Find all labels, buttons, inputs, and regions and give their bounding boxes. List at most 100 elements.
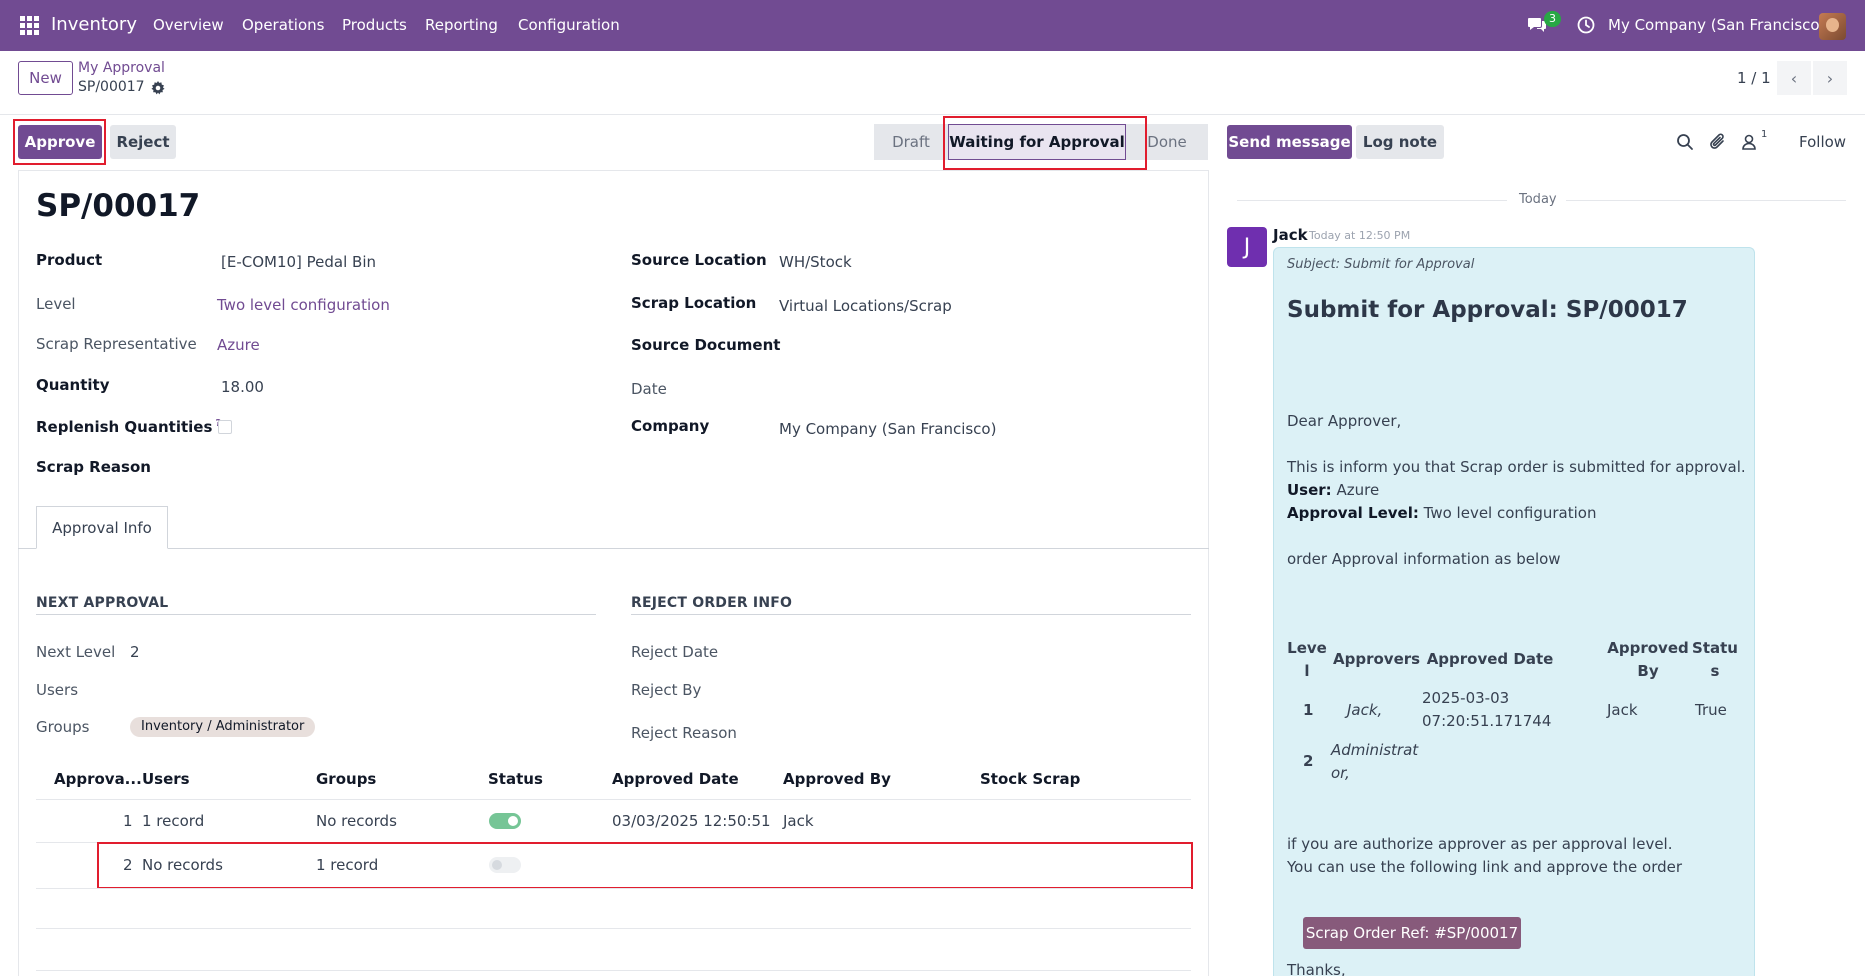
replenish-quantities-checkbox[interactable]	[218, 420, 232, 434]
menu-operations[interactable]: Operations	[242, 16, 324, 34]
source-document-label: Source Document	[631, 336, 780, 354]
row-2-level[interactable]: 2	[123, 856, 133, 874]
app-name[interactable]: Inventory	[51, 14, 137, 35]
column-approved-date[interactable]: Approved Date	[612, 770, 739, 788]
gear-icon[interactable]	[151, 81, 165, 95]
message-level-label: Approval Level:	[1287, 504, 1419, 522]
message-greeting: Dear Approver,	[1287, 412, 1401, 430]
log-note-button[interactable]: Log note	[1356, 125, 1444, 159]
menu-configuration[interactable]: Configuration	[518, 16, 620, 34]
scrap-representative-label: Scrap Representative	[36, 335, 197, 353]
table-row-divider	[36, 928, 1191, 929]
message-table-header-level: Leve l	[1286, 637, 1328, 683]
column-approval-level[interactable]: Approva...	[54, 770, 142, 788]
message-table-header-approved-date: Approved Date	[1420, 648, 1560, 671]
row-2-status-toggle[interactable]	[489, 857, 521, 873]
column-approved-by[interactable]: Approved By	[783, 770, 891, 788]
row-1-users[interactable]: 1 record	[142, 812, 204, 830]
menu-products[interactable]: Products	[342, 16, 407, 34]
row-1-status-toggle[interactable]	[489, 813, 521, 829]
message-row-1-approvers: Jack,	[1347, 699, 1382, 722]
replenish-quantities-label: Replenish Quantities?	[36, 418, 221, 436]
search-icon[interactable]	[1676, 133, 1694, 151]
next-approval-divider	[36, 614, 596, 615]
table-row-divider	[36, 888, 1191, 889]
group-tag[interactable]: Inventory / Administrator	[130, 717, 315, 737]
scrap-representative-field[interactable]: Azure	[217, 336, 260, 354]
pager-next-button[interactable]: ›	[1813, 61, 1847, 95]
date-separator: Today	[1519, 192, 1557, 207]
row-1-level[interactable]: 1	[123, 812, 133, 830]
message-row-1-level: 1	[1303, 699, 1313, 722]
column-stock-scrap[interactable]: Stock Scrap	[980, 770, 1080, 788]
chevron-right-icon: ›	[1827, 69, 1833, 88]
groups-label: Groups	[36, 718, 89, 736]
breadcrumb-parent[interactable]: My Approval	[78, 60, 165, 76]
quantity-field[interactable]: 18.00	[221, 378, 264, 396]
replenish-quantities-text: Replenish Quantities	[36, 418, 212, 436]
message-author-avatar[interactable]: J	[1227, 227, 1267, 267]
source-location-label: Source Location	[631, 251, 767, 269]
tab-divider	[18, 548, 1209, 549]
menu-reporting[interactable]: Reporting	[425, 16, 498, 34]
company-label: Company	[631, 417, 709, 435]
control-panel: New My Approval SP/00017 1 / 1 ‹ ›	[0, 51, 1865, 115]
company-field[interactable]: My Company (San Francisco)	[779, 420, 996, 438]
stage-waiting-for-approval[interactable]: Waiting for Approval	[948, 124, 1126, 160]
scrap-location-field[interactable]: Virtual Locations/Scrap	[779, 297, 952, 315]
column-status[interactable]: Status	[488, 770, 543, 788]
user-avatar[interactable]	[1819, 13, 1846, 40]
message-subject: Subject: Submit for Approval	[1287, 257, 1474, 272]
message-row-2-approvers: Administrat or,	[1331, 739, 1411, 785]
message-table-header-status: Statu s	[1692, 637, 1738, 683]
pager-previous-button[interactable]: ‹	[1777, 61, 1811, 95]
pager-value[interactable]: 1 / 1	[1737, 69, 1771, 87]
quantity-label: Quantity	[36, 376, 110, 394]
reject-date-label: Reject Date	[631, 643, 718, 661]
product-field[interactable]: [E-COM10] Pedal Bin	[221, 253, 376, 271]
menu-overview[interactable]: Overview	[153, 16, 224, 34]
message-date: Today at 12:50 PM	[1309, 229, 1410, 242]
chevron-left-icon: ‹	[1791, 69, 1797, 88]
table-row-divider	[36, 799, 1191, 800]
date-separator-line	[1566, 200, 1846, 201]
apps-grid-icon[interactable]	[20, 16, 39, 35]
date-separator-line	[1237, 200, 1507, 201]
reject-button[interactable]: Reject	[110, 125, 176, 159]
follow-button[interactable]: Follow	[1799, 133, 1846, 151]
row-2-users[interactable]: No records	[142, 856, 223, 874]
row-1-approved-by[interactable]: Jack	[783, 812, 814, 830]
message-table-header-approvers: Approvers	[1333, 648, 1413, 671]
message-closing-1: if you are authorize approver as per app…	[1287, 835, 1672, 853]
level-field[interactable]: Two level configuration	[217, 296, 390, 314]
send-message-button[interactable]: Send message	[1227, 125, 1352, 159]
clock-icon[interactable]	[1577, 16, 1595, 34]
message-author[interactable]: Jack	[1273, 226, 1308, 244]
scrap-order-ref-button[interactable]: Scrap Order Ref: #SP/00017	[1303, 917, 1521, 949]
table-row-divider	[36, 842, 1191, 843]
message-level-value: Two level configuration	[1424, 504, 1597, 522]
new-button[interactable]: New	[18, 61, 73, 95]
row-1-groups[interactable]: No records	[316, 812, 397, 830]
approve-button[interactable]: Approve	[18, 125, 102, 159]
row-2-groups[interactable]: 1 record	[316, 856, 378, 874]
reject-by-label: Reject By	[631, 681, 701, 699]
paperclip-icon[interactable]	[1709, 133, 1727, 151]
column-users[interactable]: Users	[142, 770, 190, 788]
message-row-2-level: 2	[1303, 750, 1313, 773]
company-switcher[interactable]: My Company (San Francisco)	[1608, 16, 1825, 34]
tab-approval-info[interactable]: Approval Info	[36, 506, 168, 549]
column-groups[interactable]: Groups	[316, 770, 376, 788]
followers-user-icon[interactable]	[1740, 133, 1758, 151]
scrap-location-label: Scrap Location	[631, 294, 756, 312]
followers-count: 1	[1761, 129, 1767, 140]
top-navbar: Inventory Overview Operations Products R…	[0, 0, 1865, 51]
stage-done[interactable]: Done	[1126, 124, 1208, 160]
source-location-field[interactable]: WH/Stock	[779, 253, 852, 271]
next-level-label: Next Level	[36, 643, 115, 661]
row-1-approved-date[interactable]: 03/03/2025 12:50:51	[612, 812, 771, 830]
message-row-1-by: Jack	[1607, 699, 1638, 722]
reject-order-info-divider	[631, 614, 1191, 615]
stage-draft[interactable]: Draft	[874, 124, 948, 160]
message-level-line: Approval Level: Two level configuration	[1287, 504, 1597, 522]
